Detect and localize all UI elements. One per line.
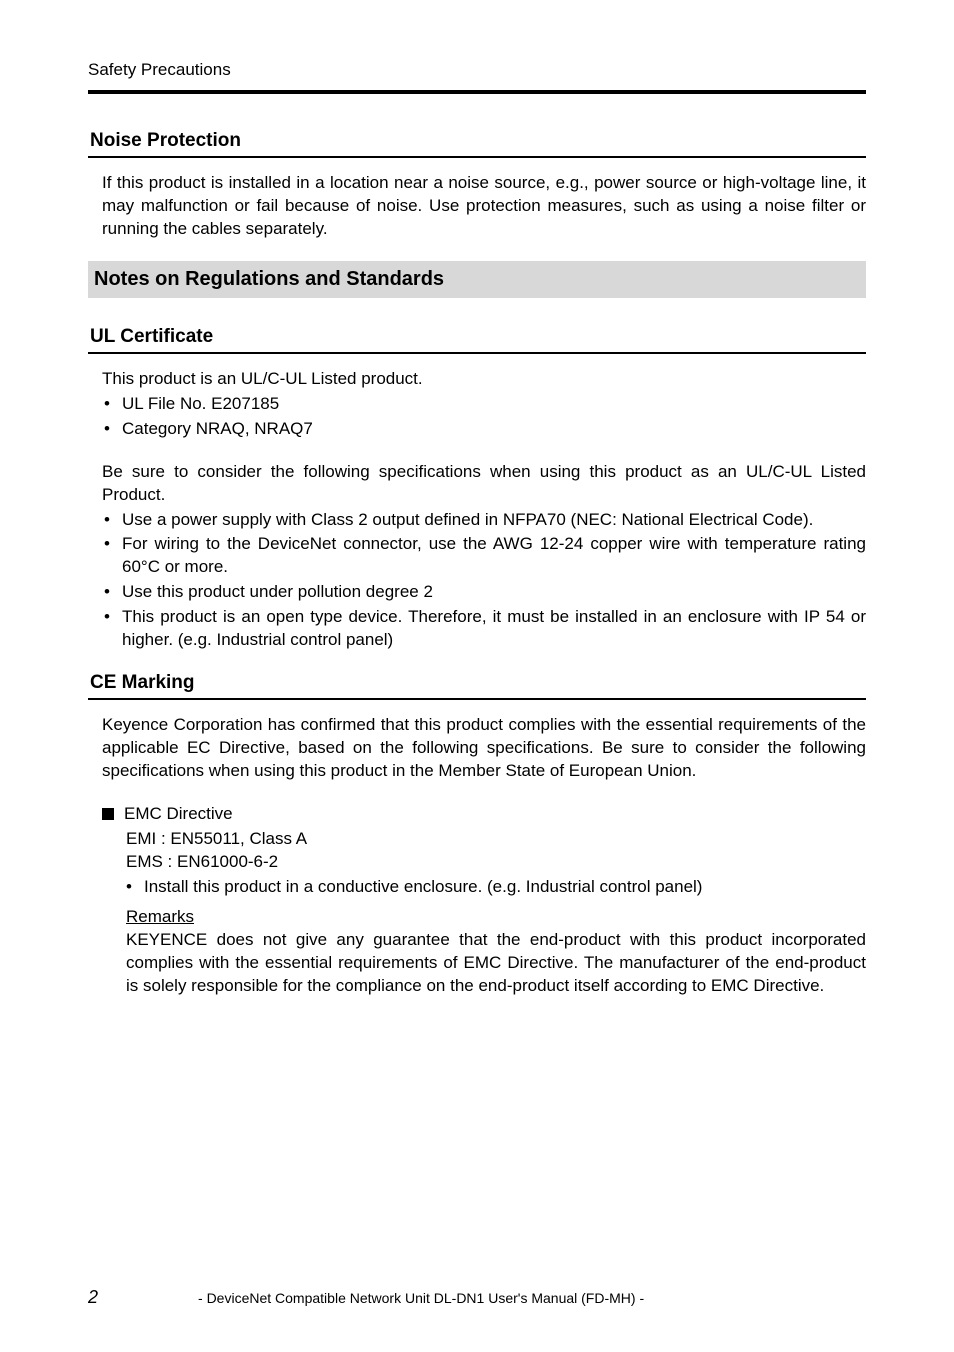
list-item: Use this product under pollution degree … <box>102 581 866 604</box>
page-number: 2 <box>88 1287 98 1308</box>
ul-title: UL Certificate <box>88 326 866 348</box>
remarks-label: Remarks <box>88 907 866 927</box>
ul-intro: This product is an UL/C-UL Listed produc… <box>102 368 866 391</box>
list-item: Category NRAQ, NRAQ7 <box>102 418 866 441</box>
list-item: UL File No. E207185 <box>102 393 866 416</box>
emc-directive-row: EMC Directive <box>88 803 866 826</box>
ul-intro-bullets: UL File No. E207185 Category NRAQ, NRAQ7 <box>102 393 866 441</box>
ce-body: Keyence Corporation has confirmed that t… <box>88 714 866 783</box>
ce-rule <box>88 698 866 700</box>
list-item: Install this product in a conductive enc… <box>126 876 866 899</box>
list-item: Use a power supply with Class 2 output d… <box>102 509 866 532</box>
ul-rule <box>88 352 866 354</box>
list-item: For wiring to the DeviceNet connector, u… <box>102 533 866 579</box>
page-footer: 2 - DeviceNet Compatible Network Unit DL… <box>88 1287 866 1308</box>
remarks-body: KEYENCE does not give any guarantee that… <box>88 929 866 998</box>
list-item: This product is an open type device. The… <box>102 606 866 652</box>
ul-body2: Be sure to consider the following specif… <box>102 461 866 507</box>
noise-rule <box>88 156 866 158</box>
ul-intro-block: This product is an UL/C-UL Listed produc… <box>88 368 866 441</box>
emi-line: EMI : EN55011, Class A <box>88 828 866 851</box>
footer-title: - DeviceNet Compatible Network Unit DL-D… <box>198 1290 644 1306</box>
ems-line: EMS : EN61000-6-2 <box>88 851 866 874</box>
emc-directive-label: EMC Directive <box>124 804 233 823</box>
running-header: Safety Precautions <box>88 60 866 80</box>
ce-title: CE Marking <box>88 672 866 694</box>
noise-title: Noise Protection <box>88 130 866 152</box>
regs-banner: Notes on Regulations and Standards <box>88 261 866 298</box>
noise-body: If this product is installed in a locati… <box>88 172 866 241</box>
header-rule <box>88 90 866 94</box>
square-bullet-icon <box>102 808 114 820</box>
ul-bullets2: Use a power supply with Class 2 output d… <box>102 509 866 653</box>
ul-body2-block: Be sure to consider the following specif… <box>88 461 866 653</box>
emc-sub-bullet: Install this product in a conductive enc… <box>88 876 866 899</box>
